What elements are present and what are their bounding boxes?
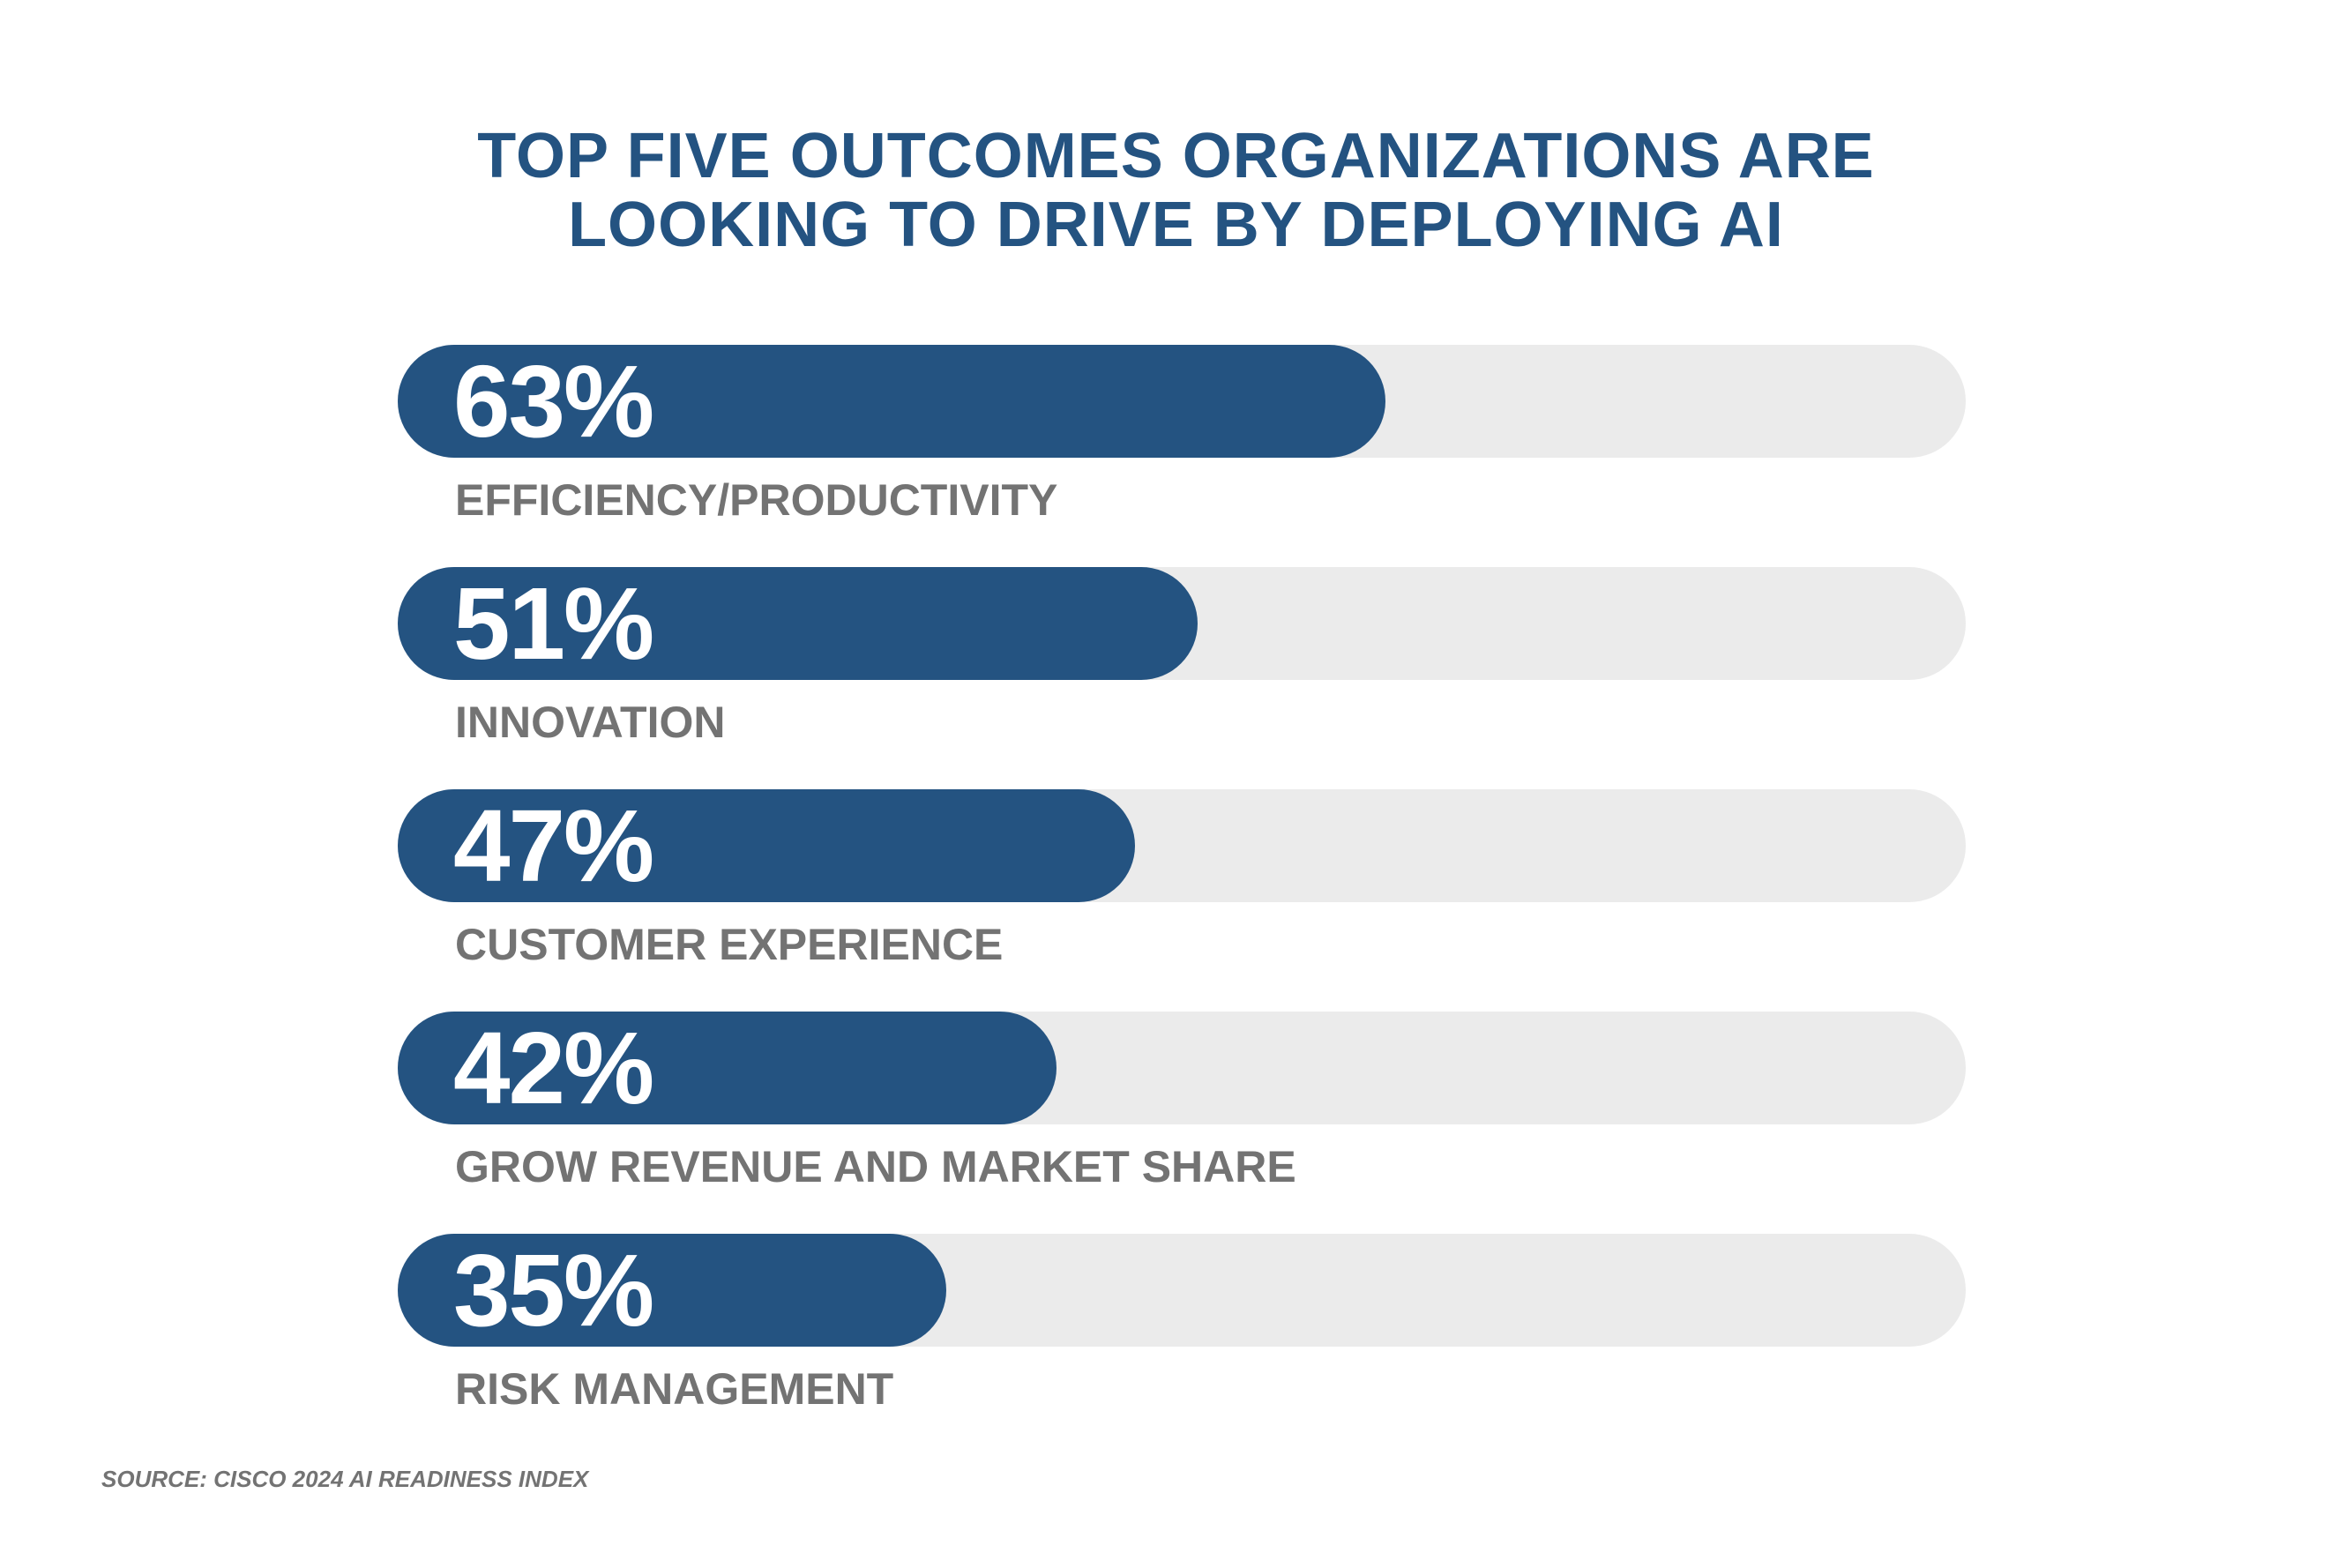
- chart-title-line-2: LOOKING TO DRIVE BY DEPLOYING AI: [568, 190, 1784, 260]
- bar-row: 35% RISK MANAGEMENT: [398, 1234, 1966, 1445]
- bar-value-label: 51%: [453, 566, 654, 681]
- bar-fill: [398, 567, 1198, 680]
- bar-fill: [398, 345, 1386, 458]
- bar-row: 63% EFFICIENCY/PRODUCTIVITY: [398, 345, 1966, 556]
- bar-category-label: EFFICIENCY/PRODUCTIVITY: [455, 475, 1058, 525]
- bar-fill: [398, 1234, 947, 1347]
- bar-row: 51% INNOVATION: [398, 567, 1966, 779]
- bar-fill: [398, 789, 1135, 902]
- bar-value-label: 63%: [453, 344, 654, 459]
- bar-fill: [398, 1012, 1057, 1124]
- bar-row: 47% CUSTOMER EXPERIENCE: [398, 789, 1966, 1001]
- bar-category-label: GROW REVENUE AND MARKET SHARE: [455, 1142, 1296, 1191]
- bar-value-label: 42%: [453, 1011, 654, 1125]
- bar-value-label: 35%: [453, 1233, 654, 1348]
- bar-category-label: RISK MANAGEMENT: [455, 1364, 894, 1414]
- bar-value-label: 47%: [453, 788, 654, 903]
- bar-row: 42% GROW REVENUE AND MARKET SHARE: [398, 1012, 1966, 1223]
- chart-title: TOP FIVE OUTCOMES ORGANIZATIONS ARE LOOK…: [0, 122, 2352, 259]
- source-note: SOURCE: CISCO 2024 AI READINESS INDEX: [101, 1466, 589, 1492]
- bar-category-label: INNOVATION: [455, 698, 726, 747]
- bar-category-label: CUSTOMER EXPERIENCE: [455, 920, 1004, 969]
- chart-title-line-1: TOP FIVE OUTCOMES ORGANIZATIONS ARE: [477, 121, 1875, 191]
